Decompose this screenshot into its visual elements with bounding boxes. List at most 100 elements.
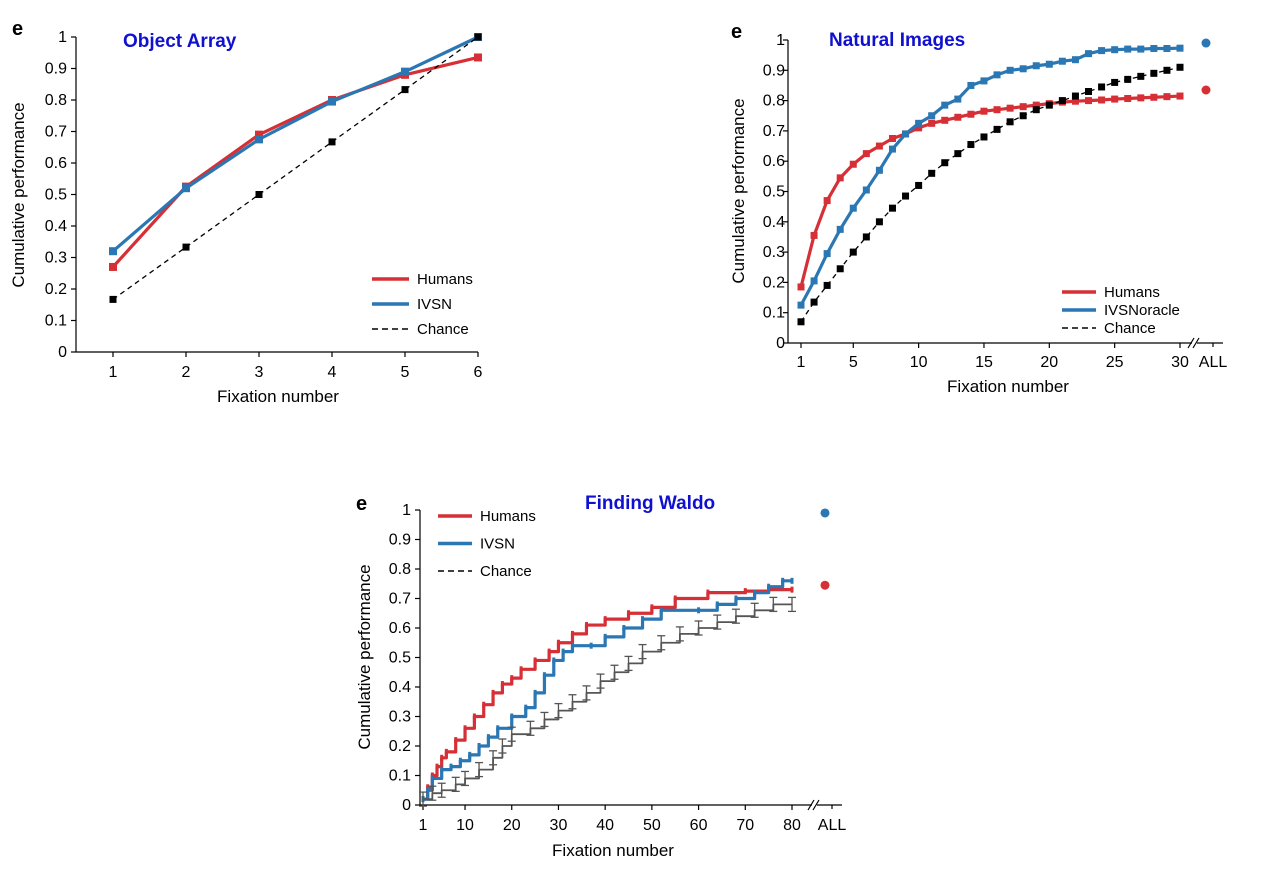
y-tick-label: 0.4 [45,218,67,235]
x-tick-label: 70 [736,817,754,834]
data-point [1032,106,1040,114]
legend-label: Chance [1104,320,1156,337]
data-point [928,119,936,127]
data-point [547,648,551,655]
data-point [1163,66,1171,74]
data-point [823,250,831,258]
data-point [454,737,458,744]
data-point [570,630,574,637]
data-point [797,301,805,309]
data-point [941,159,949,167]
y-axis-label: Cumulative performance [9,102,28,287]
x-tick-label: 1 [419,817,428,834]
all-point-humans [820,580,830,590]
data-point [967,81,975,89]
panel-letter: e [356,493,367,515]
x-tick-label: 15 [975,354,993,371]
data-point [1032,101,1040,109]
x-tick-label: 80 [783,817,801,834]
data-point [836,174,844,182]
data-point [458,757,462,764]
data-point [430,775,434,782]
x-axis-label: Fixation number [947,377,1069,396]
x-tick-label: 1 [109,364,118,381]
axis-break-mark [1187,337,1195,349]
y-tick-label: 0.8 [389,561,411,578]
x-tick-label: 20 [1040,354,1058,371]
data-point [915,124,923,132]
data-point [888,134,896,142]
y-tick-label: 0.9 [389,532,411,549]
data-point [1176,44,1184,52]
y-tick-label: 0.6 [45,155,67,172]
y-tick-label: 0 [402,797,411,814]
data-point [1150,69,1158,77]
data-point [1176,92,1184,100]
data-point [401,67,409,76]
data-point [182,243,190,251]
data-point [862,233,870,241]
data-point [1006,104,1014,112]
data-point [1085,88,1093,96]
data-point [797,283,805,291]
x-tick-label: 20 [503,817,521,834]
y-tick-label: 0.8 [45,92,67,109]
data-point [474,33,482,41]
data-point [1150,93,1158,101]
data-point [109,262,117,271]
data-point [790,586,794,593]
y-tick-label: 0.1 [389,768,411,785]
data-point [533,657,537,664]
data-point [510,675,514,682]
axis-break-mark [807,799,815,811]
data-point [954,95,962,103]
data-point [743,588,747,595]
data-point [482,701,486,708]
data-point [570,642,574,649]
y-tick-label: 0 [776,335,785,352]
y-tick-label: 0 [58,344,67,361]
x-tick-label: 10 [456,817,474,834]
data-point [109,247,117,256]
all-point-ivsnoracle [1201,38,1211,48]
axis-break-mark [1192,337,1200,349]
data-point [993,125,1001,133]
legend-label: Humans [480,508,536,525]
chart-title: Object Array [123,31,237,52]
data-point [673,595,677,602]
data-point [1071,56,1079,64]
y-tick-label: 1 [776,32,785,49]
data-point [603,616,607,623]
y-axis-label: Cumulative performance [729,98,748,283]
data-point [1019,112,1027,120]
data-point [980,107,988,115]
data-point [915,119,923,127]
y-tick-label: 1 [58,29,67,46]
data-point [1098,96,1106,104]
y-tick-label: 0.5 [45,187,67,204]
chart-title: Finding Waldo [585,493,715,514]
y-tick-label: 1 [402,502,411,519]
y-tick-label: 0.9 [763,62,785,79]
data-point [1058,97,1066,105]
data-point [533,689,537,696]
data-point [1045,60,1053,68]
legend-label: IVSN [417,296,452,313]
data-point [328,97,336,106]
data-point [401,86,409,94]
all-point-humans [1201,85,1211,95]
y-tick-label: 0.8 [763,93,785,110]
data-point [993,71,1001,79]
y-tick-label: 0.3 [763,244,785,261]
data-point [1058,57,1066,65]
data-point [888,145,896,153]
data-point [781,577,785,584]
data-point [109,295,117,303]
y-tick-label: 0.3 [389,709,411,726]
data-point [641,616,645,623]
data-point [1019,103,1027,111]
data-point [1085,50,1093,58]
data-point [182,184,190,193]
data-point [875,166,883,174]
